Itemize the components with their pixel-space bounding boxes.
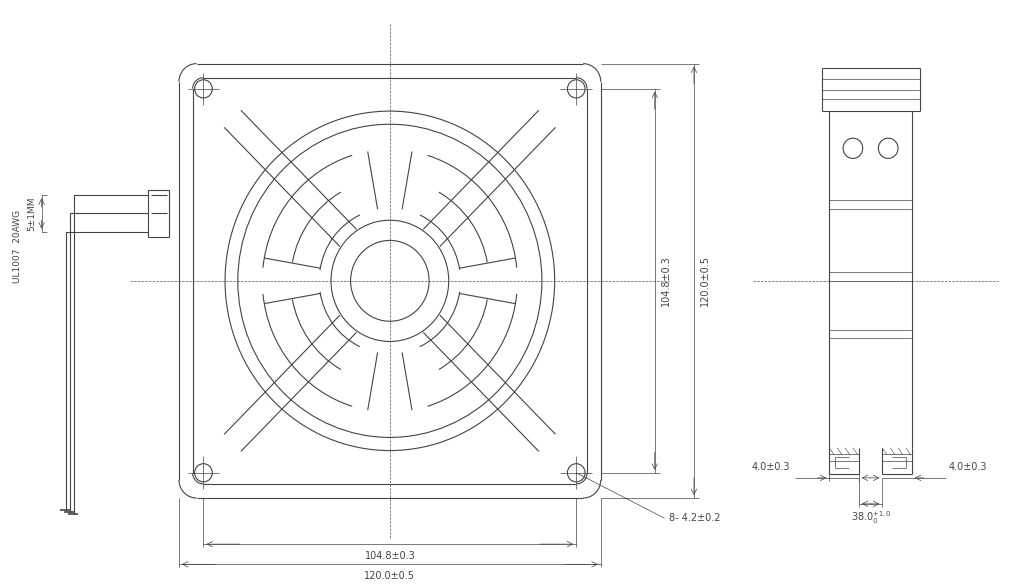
Text: $38.0^{+1.0}_{0}$: $38.0^{+1.0}_{0}$ — [851, 510, 891, 526]
Text: 8- 4.2±0.2: 8- 4.2±0.2 — [670, 513, 721, 523]
Text: 5±1MM: 5±1MM — [28, 196, 37, 231]
Text: 120.0±0.5: 120.0±0.5 — [699, 255, 710, 307]
Text: 104.8±0.3: 104.8±0.3 — [365, 551, 416, 561]
Text: 4.0±0.3: 4.0±0.3 — [752, 462, 791, 472]
Text: 120.0±0.5: 120.0±0.5 — [365, 571, 416, 581]
Text: 104.8±0.3: 104.8±0.3 — [660, 255, 671, 306]
Text: UL1007  20AWG: UL1007 20AWG — [12, 210, 22, 283]
Text: 260±10MM  2WIRES: 260±10MM 2WIRES — [0, 200, 2, 293]
Text: 4.0±0.3: 4.0±0.3 — [949, 462, 987, 472]
Bar — [147, 190, 169, 237]
